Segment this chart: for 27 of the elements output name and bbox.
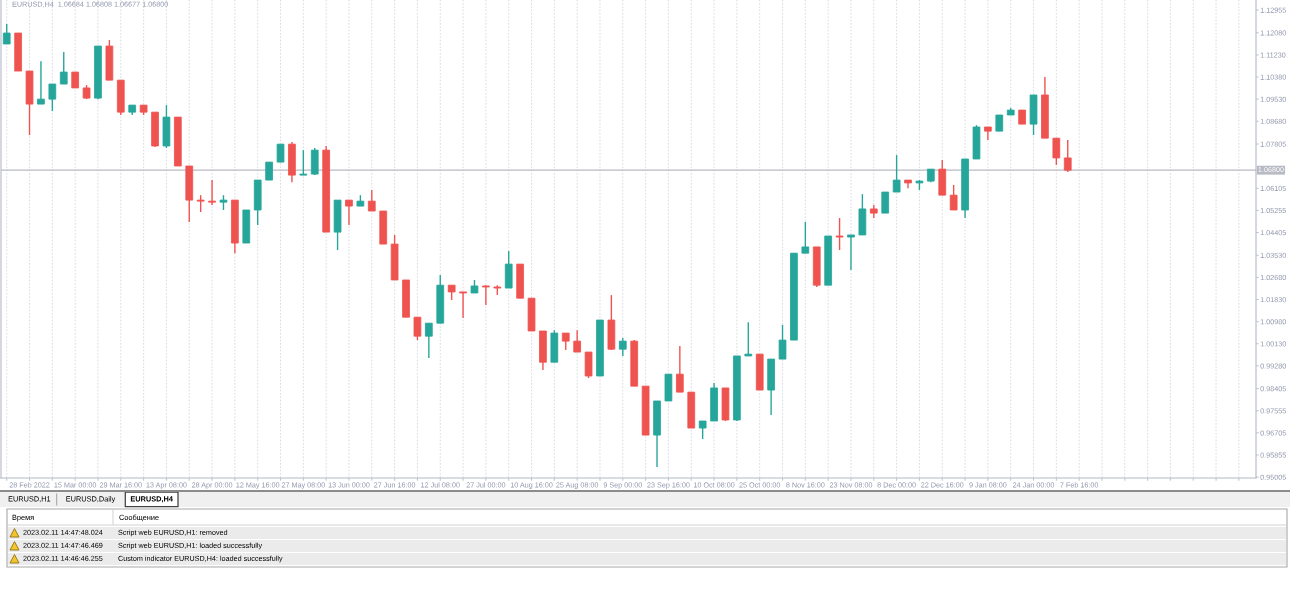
candlestick: [1063, 139, 1072, 173]
candlestick: [801, 221, 810, 254]
candlestick: [847, 234, 855, 271]
candlestick: [949, 184, 958, 211]
candlestick: [48, 83, 57, 112]
candlestick: [413, 316, 422, 341]
candlestick: [59, 51, 68, 85]
candlestick: [345, 199, 353, 226]
candlestick: [504, 250, 513, 289]
candlestick: [584, 351, 593, 379]
candlestick: [367, 189, 376, 212]
candlestick: [37, 60, 45, 105]
candlestick: [676, 345, 684, 393]
candlestick: [744, 321, 753, 357]
candlestick: [1052, 137, 1061, 166]
candlestick: [299, 149, 308, 176]
candlestick: [459, 291, 467, 319]
candlestick: [573, 329, 581, 353]
candlestick: [208, 179, 216, 206]
candlestick: [310, 147, 319, 176]
candlestick: [892, 154, 901, 193]
candlestick: [835, 217, 844, 251]
candlestick: [425, 322, 433, 359]
candlestick: [482, 284, 490, 306]
candlestick: [881, 191, 890, 214]
candlestick: [2, 23, 11, 45]
candlestick: [778, 324, 787, 360]
